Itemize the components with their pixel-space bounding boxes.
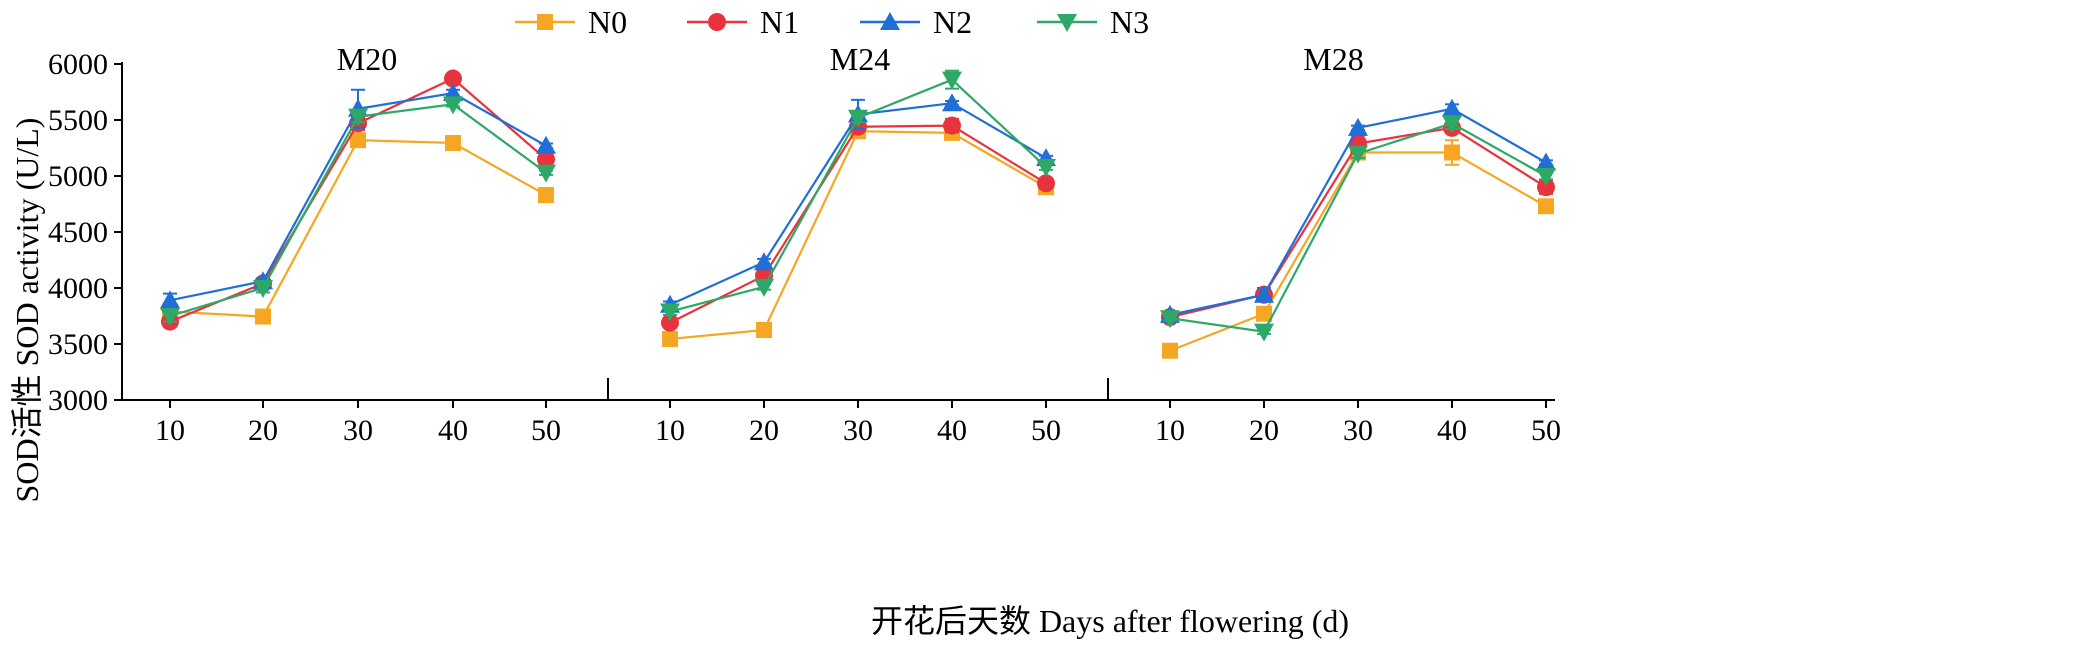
data-point: [444, 69, 462, 88]
legend-label-n1: N1: [760, 4, 799, 40]
data-point: [160, 290, 180, 309]
data-point: [538, 187, 554, 204]
data-point: [1348, 117, 1368, 136]
data-point: [661, 313, 679, 332]
x-tick-label: 10: [1155, 414, 1185, 447]
data-point: [1536, 152, 1556, 171]
series-line: [169, 139, 547, 318]
data-point: [1348, 145, 1368, 164]
series-n0: [662, 123, 1054, 347]
data-point: [943, 116, 961, 135]
legend-marker-n3: [1057, 14, 1077, 32]
data-point: [536, 135, 556, 154]
x-tick-label: 50: [1031, 414, 1061, 447]
series-line: [669, 130, 1047, 341]
chart-panels: M20 10 20 30 40 50 M24 10 20 30 40 50 M28 10 20 30 40 50: [155, 41, 1561, 447]
data-point: [348, 108, 368, 127]
data-point: [942, 93, 962, 112]
series-line: [1169, 151, 1547, 352]
axes: 3000 3500 4000 4500 5000 5500 6000: [48, 48, 1555, 417]
data-point: [1254, 284, 1274, 303]
series-n3: [660, 69, 1056, 322]
data-point: [1536, 168, 1556, 186]
legend-item-n1: N1: [687, 4, 799, 40]
data-point: [160, 308, 180, 326]
y-tick-label: 3000: [48, 384, 108, 417]
data-point: [1254, 323, 1274, 342]
x-tick-label: 10: [655, 414, 685, 447]
x-tick-label: 10: [155, 414, 185, 447]
panel-m24: M24 10 20 30 40 50: [655, 41, 1061, 447]
data-point: [536, 164, 556, 183]
legend-item-n2: N2: [860, 4, 972, 40]
y-tick-label: 4500: [48, 216, 108, 249]
x-tick-label: 40: [937, 414, 967, 447]
x-tick-label: 20: [1249, 414, 1279, 447]
data-point: [756, 322, 772, 338]
data-point: [754, 252, 774, 271]
legend-label-n3: N3: [1110, 4, 1149, 40]
x-tick-label: 40: [438, 414, 468, 447]
data-point: [1036, 159, 1056, 178]
y-tick-label: 4000: [48, 272, 108, 305]
y-tick-label: 5000: [48, 160, 108, 193]
panel-title: M28: [1303, 41, 1363, 77]
series-n3: [1160, 115, 1556, 342]
y-axis-label: SOD活性 SOD activity (U/L): [9, 118, 45, 503]
legend: N0 N1 N2 N3: [515, 4, 1149, 40]
data-point: [1444, 144, 1460, 161]
data-point: [1256, 305, 1272, 322]
x-tick-label: 30: [343, 414, 373, 447]
legend-marker-n2: [880, 12, 900, 30]
y-tick-label: 5500: [48, 104, 108, 137]
data-point: [445, 134, 461, 151]
panel-title: M24: [830, 41, 890, 77]
x-axis-label: 开花后天数 Days after flowering (d): [871, 603, 1349, 639]
y-tick-label: 6000: [48, 48, 108, 81]
legend-marker-n0: [537, 14, 553, 30]
data-point: [443, 96, 463, 115]
data-point: [1442, 98, 1462, 117]
y-tick-label: 3500: [48, 328, 108, 361]
series-n2: [1160, 98, 1556, 323]
legend-label-n2: N2: [933, 4, 972, 40]
x-tick-label: 50: [1531, 414, 1561, 447]
data-point: [537, 150, 555, 169]
legend-item-n0: N0: [515, 4, 627, 40]
data-point: [350, 132, 366, 149]
panel-m28: M28 10 20 30 40 50: [1155, 41, 1561, 447]
data-point: [255, 308, 271, 325]
x-tick-label: 20: [248, 414, 278, 447]
data-point: [1037, 174, 1055, 193]
legend-marker-n1: [708, 13, 726, 31]
data-point: [942, 71, 962, 90]
x-tick-label: 40: [1437, 414, 1467, 447]
data-point: [1162, 342, 1178, 359]
panel-title: M20: [337, 41, 397, 77]
series-n3: [160, 96, 556, 326]
data-point: [253, 280, 273, 298]
x-tick-label: 30: [843, 414, 873, 447]
data-point: [660, 303, 680, 322]
panel-m20: M20 10 20 30 40 50: [155, 41, 561, 447]
data-point: [754, 278, 774, 297]
data-point: [848, 109, 868, 128]
legend-label-n0: N0: [588, 4, 627, 40]
data-point: [1442, 115, 1462, 134]
x-tick-label: 30: [1343, 414, 1373, 447]
legend-item-n3: N3: [1037, 4, 1149, 40]
data-point: [1538, 198, 1554, 215]
data-point: [1160, 310, 1180, 329]
series-n0: [162, 132, 554, 325]
x-tick-label: 50: [531, 414, 561, 447]
x-tick-label: 20: [749, 414, 779, 447]
data-point: [662, 330, 678, 347]
data-point: [1537, 178, 1555, 197]
